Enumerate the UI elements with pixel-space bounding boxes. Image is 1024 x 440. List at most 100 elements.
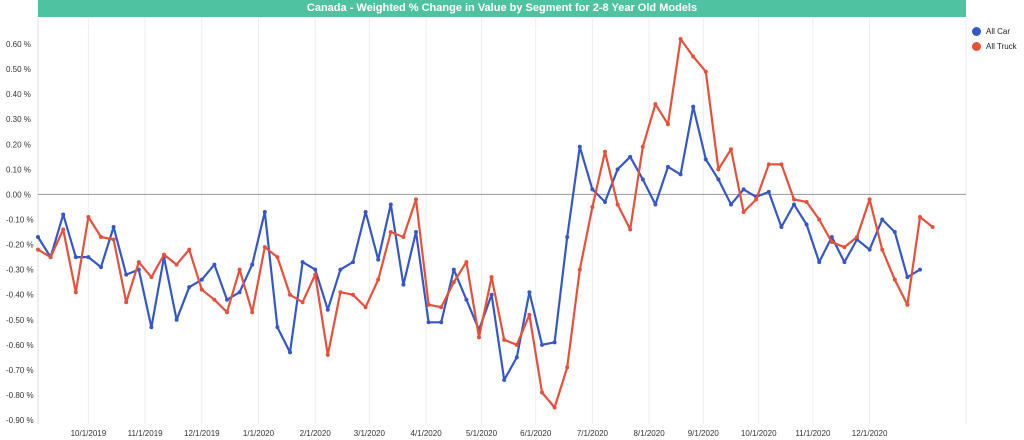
- data-point-all-truck: [388, 230, 393, 235]
- data-point-all-truck: [199, 287, 204, 292]
- data-point-all-car: [61, 212, 66, 217]
- data-point-all-car: [804, 222, 809, 227]
- legend-label-all-car: All Car: [986, 27, 1011, 36]
- series-all-car: [36, 104, 922, 382]
- data-point-all-truck: [99, 235, 103, 240]
- series-layer: [36, 36, 935, 410]
- data-point-all-car: [99, 265, 103, 270]
- data-point-all-truck: [48, 255, 53, 260]
- y-axis-ticks: 0.60 % 0.50 % 0.40 % 0.30 % 0.20 % 0.10 % 0.00…: [6, 40, 34, 425]
- data-point-all-car: [250, 262, 255, 267]
- data-point-all-truck: [779, 162, 784, 167]
- data-point-all-car: [691, 104, 696, 109]
- data-point-all-truck: [855, 235, 859, 240]
- data-point-all-truck: [817, 217, 822, 222]
- data-point-all-truck: [867, 197, 872, 202]
- data-point-all-car: [792, 202, 796, 207]
- data-point-all-truck: [792, 197, 796, 202]
- data-point-all-truck: [426, 302, 431, 307]
- data-point-all-truck: [275, 255, 280, 260]
- data-point-all-car: [275, 325, 280, 330]
- data-point-all-truck: [666, 122, 670, 127]
- data-point-all-car: [703, 157, 708, 162]
- data-point-all-truck: [288, 292, 292, 297]
- data-point-all-car: [36, 235, 40, 240]
- data-point-all-car: [918, 267, 922, 272]
- x-axis-ticks: 10/1/2019 11/1/2019 12/1/2019 1/1/2020 2/1/2…: [71, 429, 888, 438]
- x-tick-label: 12/1/2020: [852, 429, 888, 438]
- data-point-all-truck: [451, 280, 456, 285]
- data-point-all-car: [880, 217, 885, 222]
- data-point-all-car: [514, 355, 519, 360]
- data-point-all-truck: [678, 36, 683, 41]
- data-point-all-car: [603, 199, 607, 204]
- data-point-all-car: [892, 230, 897, 235]
- legend-marker-all-car: [972, 27, 981, 36]
- series-all-truck: [36, 36, 935, 410]
- legend-item-all-car[interactable]: All Car: [972, 24, 1017, 39]
- data-point-all-car: [237, 290, 242, 295]
- x-tick-label: 11/1/2019: [128, 429, 164, 438]
- series-line-all-truck: [37, 37, 934, 409]
- data-point-all-truck: [918, 214, 922, 219]
- data-point-all-truck: [124, 300, 129, 305]
- data-point-all-car: [464, 297, 469, 302]
- data-point-all-truck: [489, 275, 494, 280]
- data-point-all-car: [653, 202, 658, 207]
- chart-title: Canada - Weighted % Change in Value by S…: [38, 0, 966, 17]
- x-tick-label: 10/1/2019: [71, 429, 107, 438]
- legend: All Car All Truck: [972, 24, 1017, 54]
- data-point-all-truck: [351, 292, 355, 297]
- data-point-all-truck: [464, 260, 469, 265]
- data-point-all-truck: [477, 335, 481, 340]
- data-point-all-truck: [930, 225, 935, 230]
- data-point-all-truck: [225, 310, 229, 315]
- data-point-all-car: [401, 282, 406, 287]
- data-point-all-truck: [577, 267, 582, 272]
- x-tick-label: 8/1/2020: [634, 429, 666, 438]
- x-tick-label: 12/1/2019: [184, 429, 220, 438]
- x-tick-label: 3/1/2020: [354, 429, 386, 438]
- data-point-all-truck: [703, 69, 708, 74]
- data-point-all-car: [351, 260, 355, 265]
- data-point-all-truck: [250, 310, 255, 315]
- data-point-all-car: [729, 202, 733, 207]
- x-tick-label: 1/1/2020: [243, 429, 275, 438]
- y-tick-label: 0.10 %: [6, 165, 31, 174]
- data-point-all-car: [313, 267, 318, 272]
- data-point-all-car: [300, 260, 305, 265]
- data-point-all-car: [73, 255, 78, 260]
- data-point-all-car: [867, 247, 872, 252]
- data-point-all-car: [766, 189, 771, 194]
- data-point-all-car: [628, 154, 633, 159]
- data-point-all-car: [174, 317, 179, 322]
- data-point-all-truck: [540, 390, 544, 395]
- data-point-all-car: [388, 202, 393, 207]
- x-tick-label: 6/1/2020: [520, 429, 552, 438]
- data-point-all-car: [527, 290, 532, 295]
- data-point-all-car: [540, 342, 544, 347]
- data-point-all-truck: [363, 305, 368, 310]
- data-point-all-truck: [653, 102, 658, 107]
- data-point-all-car: [262, 209, 267, 214]
- data-point-all-car: [842, 260, 847, 265]
- data-point-all-truck: [237, 267, 242, 272]
- data-point-all-car: [363, 209, 368, 214]
- y-tick-label: -0.10 %: [6, 215, 34, 224]
- data-point-all-car: [451, 267, 456, 272]
- x-tick-label: 2/1/2020: [300, 429, 332, 438]
- data-point-all-truck: [628, 227, 633, 232]
- data-point-all-truck: [162, 252, 166, 257]
- data-point-all-car: [590, 187, 595, 192]
- data-point-all-car: [426, 320, 431, 325]
- x-tick-label: 4/1/2020: [411, 429, 443, 438]
- x-tick-label: 7/1/2020: [577, 429, 609, 438]
- x-tick-label: 10/1/2020: [741, 429, 777, 438]
- data-point-all-car: [199, 277, 204, 282]
- data-point-all-truck: [741, 209, 746, 214]
- data-point-all-truck: [603, 149, 607, 154]
- y-tick-label: -0.50 %: [6, 316, 34, 325]
- legend-item-all-truck[interactable]: All Truck: [972, 39, 1017, 54]
- data-point-all-truck: [313, 272, 318, 277]
